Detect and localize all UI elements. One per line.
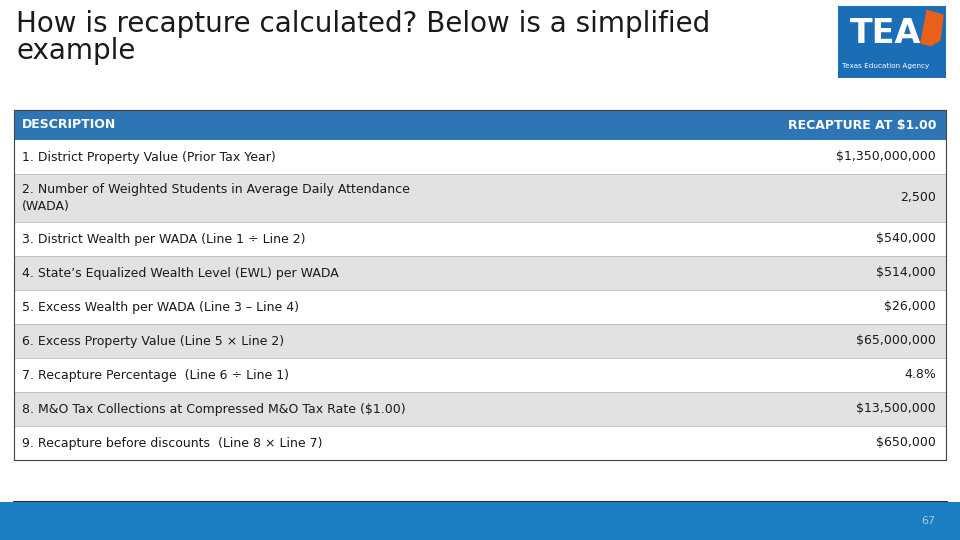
Text: $514,000: $514,000 (876, 267, 936, 280)
Text: $65,000,000: $65,000,000 (856, 334, 936, 348)
FancyBboxPatch shape (14, 222, 946, 256)
FancyBboxPatch shape (14, 358, 946, 392)
Text: Texas Education Agency: Texas Education Agency (842, 63, 929, 69)
Text: 67: 67 (921, 516, 935, 526)
FancyBboxPatch shape (14, 256, 946, 290)
Text: DESCRIPTION: DESCRIPTION (22, 118, 116, 132)
Text: 4. State’s Equalized Wealth Level (EWL) per WADA: 4. State’s Equalized Wealth Level (EWL) … (22, 267, 339, 280)
Text: 5. Excess Wealth per WADA (Line 3 – Line 4): 5. Excess Wealth per WADA (Line 3 – Line… (22, 300, 299, 314)
Text: RECAPTURE AT $1.00: RECAPTURE AT $1.00 (787, 118, 936, 132)
FancyBboxPatch shape (14, 140, 946, 174)
FancyBboxPatch shape (14, 392, 946, 426)
FancyBboxPatch shape (14, 290, 946, 324)
Text: 2,500: 2,500 (900, 192, 936, 205)
FancyBboxPatch shape (14, 174, 946, 222)
FancyBboxPatch shape (14, 426, 946, 460)
Text: 6. Excess Property Value (Line 5 × Line 2): 6. Excess Property Value (Line 5 × Line … (22, 334, 284, 348)
Text: TEA: TEA (850, 17, 922, 50)
Text: $650,000: $650,000 (876, 436, 936, 449)
Text: $1,350,000,000: $1,350,000,000 (836, 151, 936, 164)
FancyBboxPatch shape (14, 324, 946, 358)
Text: 7. Recapture Percentage  (Line 6 ÷ Line 1): 7. Recapture Percentage (Line 6 ÷ Line 1… (22, 368, 289, 381)
Text: example: example (16, 37, 135, 65)
Text: 8. M&O Tax Collections at Compressed M&O Tax Rate ($1.00): 8. M&O Tax Collections at Compressed M&O… (22, 402, 406, 415)
FancyBboxPatch shape (0, 0, 960, 502)
Text: 9. Recapture before discounts  (Line 8 × Line 7): 9. Recapture before discounts (Line 8 × … (22, 436, 323, 449)
FancyBboxPatch shape (14, 110, 946, 140)
Text: 4.8%: 4.8% (904, 368, 936, 381)
Text: $13,500,000: $13,500,000 (856, 402, 936, 415)
Text: 3. District Wealth per WADA (Line 1 ÷ Line 2): 3. District Wealth per WADA (Line 1 ÷ Li… (22, 233, 305, 246)
Text: 2. Number of Weighted Students in Average Daily Attendance
(WADA): 2. Number of Weighted Students in Averag… (22, 183, 410, 213)
Text: 1. District Property Value (Prior Tax Year): 1. District Property Value (Prior Tax Ye… (22, 151, 276, 164)
FancyBboxPatch shape (838, 6, 946, 78)
Text: $26,000: $26,000 (884, 300, 936, 314)
Text: $540,000: $540,000 (876, 233, 936, 246)
Text: How is recapture calculated? Below is a simplified: How is recapture calculated? Below is a … (16, 10, 710, 38)
FancyBboxPatch shape (0, 502, 960, 540)
Polygon shape (920, 10, 944, 46)
